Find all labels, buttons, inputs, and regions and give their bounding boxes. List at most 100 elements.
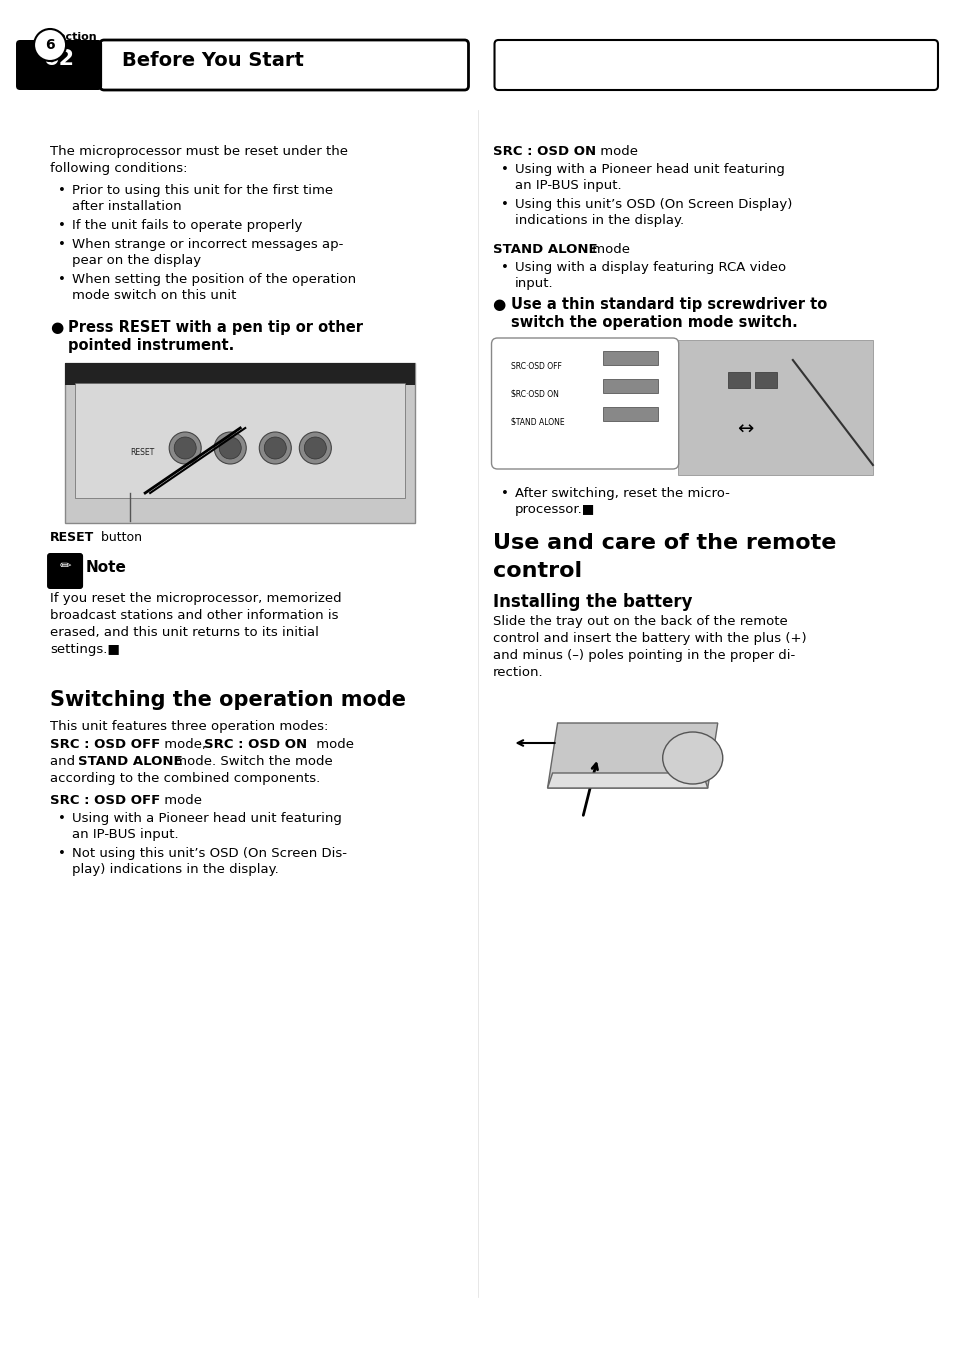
Bar — [754, 372, 776, 388]
Text: Switching the operation mode: Switching the operation mode — [50, 690, 406, 710]
Text: RESET: RESET — [130, 448, 154, 457]
Text: broadcast stations and other information is: broadcast stations and other information… — [50, 608, 338, 622]
Text: 02: 02 — [44, 49, 74, 69]
Text: indications in the display.: indications in the display. — [514, 214, 683, 227]
Text: mode: mode — [595, 145, 637, 158]
Circle shape — [219, 437, 241, 458]
Text: └: └ — [510, 418, 515, 427]
Text: •: • — [58, 273, 66, 287]
Text: Installing the battery: Installing the battery — [492, 594, 691, 611]
Circle shape — [259, 433, 291, 464]
Text: When strange or incorrect messages ap-: When strange or incorrect messages ap- — [72, 238, 343, 251]
Text: When setting the position of the operation: When setting the position of the operati… — [72, 273, 355, 287]
Text: Using with a Pioneer head unit featuring: Using with a Pioneer head unit featuring — [72, 813, 341, 825]
Text: 6: 6 — [45, 38, 55, 51]
Text: according to the combined components.: according to the combined components. — [50, 772, 320, 786]
Text: and: and — [50, 754, 79, 768]
Text: After switching, reset the micro-: After switching, reset the micro- — [514, 487, 729, 500]
Text: mode: mode — [587, 243, 629, 256]
Text: rection.: rection. — [492, 667, 542, 679]
Text: SRC : OSD ON: SRC : OSD ON — [492, 145, 595, 158]
Text: SRC : OSD OFF: SRC : OSD OFF — [50, 738, 160, 750]
Text: SRC : OSD ON: SRC : OSD ON — [204, 738, 307, 750]
Text: Not using this unit’s OSD (On Screen Dis-: Not using this unit’s OSD (On Screen Dis… — [72, 846, 347, 860]
Text: The microprocessor must be reset under the: The microprocessor must be reset under t… — [50, 145, 348, 158]
Text: •: • — [58, 238, 66, 251]
Text: an IP-BUS input.: an IP-BUS input. — [514, 178, 620, 192]
Text: Using with a display featuring RCA video: Using with a display featuring RCA video — [514, 261, 785, 274]
Text: •: • — [58, 813, 66, 825]
Text: •: • — [58, 846, 66, 860]
Text: play) indications in the display.: play) indications in the display. — [72, 863, 278, 876]
Text: •: • — [500, 261, 508, 274]
Text: and minus (–) poles pointing in the proper di-: and minus (–) poles pointing in the prop… — [492, 649, 794, 662]
Text: mode. Switch the mode: mode. Switch the mode — [170, 754, 333, 768]
Text: Press RESET with a pen tip or other: Press RESET with a pen tip or other — [68, 320, 363, 335]
FancyBboxPatch shape — [494, 41, 937, 91]
Ellipse shape — [662, 731, 722, 784]
Text: •: • — [500, 197, 508, 211]
Text: •: • — [58, 184, 66, 197]
Text: En: En — [74, 38, 90, 51]
Text: button: button — [97, 531, 142, 544]
Circle shape — [174, 437, 196, 458]
Text: •: • — [58, 219, 66, 233]
Text: •: • — [500, 164, 508, 176]
Text: pointed instrument.: pointed instrument. — [68, 338, 234, 353]
FancyBboxPatch shape — [491, 338, 678, 469]
Text: ✏: ✏ — [59, 558, 71, 573]
Text: ↔: ↔ — [736, 420, 752, 439]
Text: after installation: after installation — [72, 200, 181, 214]
Bar — [677, 339, 872, 475]
Text: Prior to using this unit for the first time: Prior to using this unit for the first t… — [72, 184, 333, 197]
Bar — [75, 383, 405, 498]
Text: input.: input. — [514, 277, 553, 289]
Text: ●: ● — [50, 320, 63, 335]
Text: Note: Note — [86, 560, 127, 575]
Text: RESET: RESET — [50, 531, 94, 544]
Text: SRC : OSD OFF: SRC : OSD OFF — [50, 794, 160, 807]
Bar — [602, 379, 657, 393]
Text: Use a thin standard tip screwdriver to: Use a thin standard tip screwdriver to — [510, 297, 826, 312]
Polygon shape — [547, 773, 707, 788]
Text: mode: mode — [160, 794, 202, 807]
Text: ●: ● — [492, 297, 505, 312]
Text: erased, and this unit returns to its initial: erased, and this unit returns to its ini… — [50, 626, 318, 639]
Bar — [727, 372, 749, 388]
Text: Slide the tray out on the back of the remote: Slide the tray out on the back of the re… — [492, 615, 786, 627]
Text: Using this unit’s OSD (On Screen Display): Using this unit’s OSD (On Screen Display… — [514, 197, 791, 211]
Text: SRC·OSD ON: SRC·OSD ON — [510, 389, 558, 399]
Circle shape — [214, 433, 246, 464]
Text: Before You Start: Before You Start — [122, 50, 304, 69]
Circle shape — [34, 28, 66, 61]
Bar — [602, 407, 657, 420]
Text: This unit features three operation modes:: This unit features three operation modes… — [50, 721, 328, 733]
Text: control and insert the battery with the plus (+): control and insert the battery with the … — [492, 631, 805, 645]
Text: mode switch on this unit: mode switch on this unit — [72, 289, 236, 301]
Text: Use and care of the remote: Use and care of the remote — [492, 533, 835, 553]
Text: Section: Section — [50, 32, 96, 42]
FancyBboxPatch shape — [100, 41, 468, 91]
Text: └: └ — [510, 389, 515, 399]
Text: settings.■: settings.■ — [50, 644, 120, 656]
Text: pear on the display: pear on the display — [72, 254, 201, 266]
Text: If the unit fails to operate properly: If the unit fails to operate properly — [72, 219, 302, 233]
Circle shape — [304, 437, 326, 458]
Text: switch the operation mode switch.: switch the operation mode switch. — [510, 315, 797, 330]
Bar — [65, 362, 415, 385]
Text: following conditions:: following conditions: — [50, 162, 188, 174]
Text: an IP-BUS input.: an IP-BUS input. — [72, 827, 178, 841]
Circle shape — [264, 437, 286, 458]
Text: mode: mode — [312, 738, 354, 750]
Text: STAND ALONE: STAND ALONE — [492, 243, 597, 256]
Text: mode,: mode, — [160, 738, 211, 750]
Text: If you reset the microprocessor, memorized: If you reset the microprocessor, memoriz… — [50, 592, 341, 604]
Circle shape — [169, 433, 201, 464]
Text: STAND ALONE: STAND ALONE — [510, 418, 563, 427]
FancyBboxPatch shape — [47, 553, 83, 589]
Polygon shape — [547, 723, 717, 788]
FancyBboxPatch shape — [16, 41, 102, 91]
Text: control: control — [492, 561, 581, 581]
FancyBboxPatch shape — [65, 362, 415, 523]
Text: SRC·OSD OFF: SRC·OSD OFF — [510, 362, 560, 370]
